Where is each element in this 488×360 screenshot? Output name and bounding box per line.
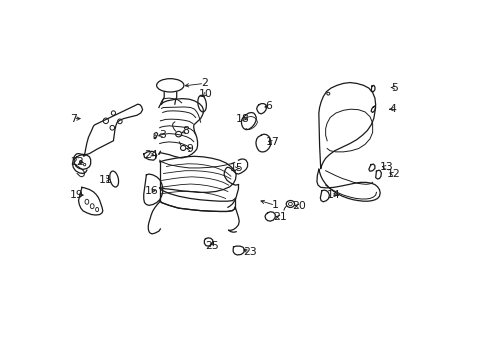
Text: 23: 23 — [243, 247, 256, 257]
Text: 6: 6 — [265, 102, 272, 111]
Text: 24: 24 — [144, 150, 158, 159]
Text: 4: 4 — [388, 104, 395, 114]
Text: 16: 16 — [144, 186, 158, 196]
Text: 25: 25 — [204, 241, 219, 251]
Text: 1: 1 — [271, 201, 278, 210]
Text: 20: 20 — [292, 201, 305, 211]
Text: 10: 10 — [199, 89, 212, 99]
Text: 8: 8 — [182, 126, 188, 136]
Text: 18: 18 — [235, 114, 249, 123]
Text: 12: 12 — [386, 169, 400, 179]
Text: 17: 17 — [265, 138, 279, 148]
Text: 19: 19 — [70, 190, 84, 200]
Text: 14: 14 — [325, 190, 340, 200]
Text: 7: 7 — [70, 114, 77, 123]
Text: 13: 13 — [379, 162, 392, 172]
Text: 11: 11 — [99, 175, 113, 185]
Text: 2: 2 — [201, 78, 207, 89]
Text: 9: 9 — [186, 144, 193, 154]
Text: 5: 5 — [390, 82, 397, 93]
Text: 15: 15 — [229, 163, 243, 174]
Text: 21: 21 — [273, 212, 286, 222]
Text: 3: 3 — [159, 130, 166, 140]
Text: 22: 22 — [70, 157, 84, 167]
